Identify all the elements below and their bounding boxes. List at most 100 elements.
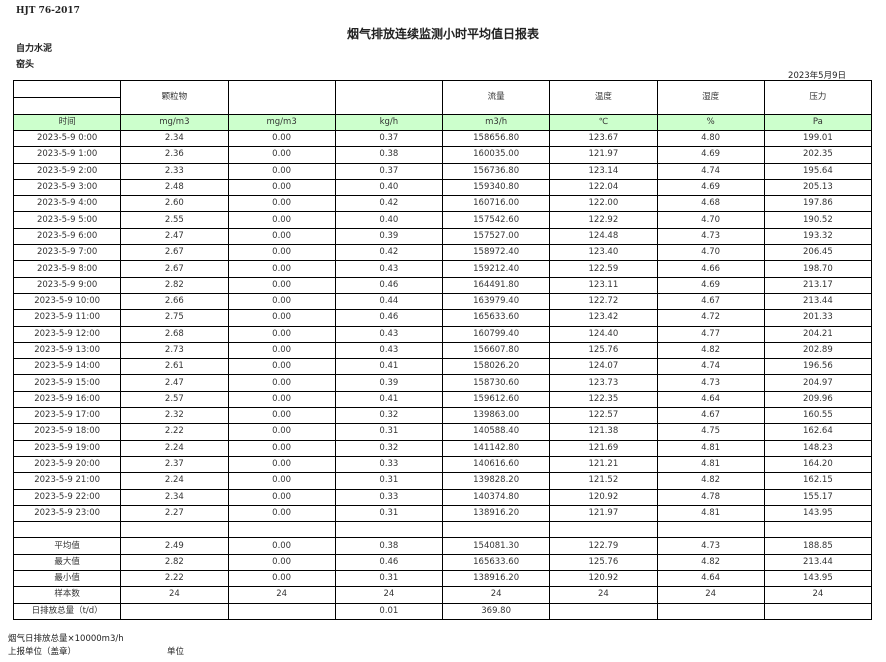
- monitoring-unit: 窑头: [16, 60, 35, 70]
- table-cell: [120, 521, 229, 539]
- company-name: 自力水泥: [16, 44, 53, 54]
- table-cell: 121.97: [549, 504, 658, 523]
- table-cell: 颗粒物: [120, 80, 229, 115]
- table-cell: 2023-5-9 19:00: [12, 439, 122, 457]
- table-cell: 24: [120, 586, 229, 604]
- table-cell: 204.97: [763, 374, 873, 392]
- table-cell: 2.47: [120, 374, 229, 392]
- table-cell: 125.76: [549, 341, 658, 360]
- table-cell: 0.46: [334, 309, 444, 327]
- summary-row: 日排放总量（t/d） 0.01 369.80: [12, 602, 873, 620]
- table-cell: 143.95: [763, 570, 873, 588]
- table-cell: 2023-5-9 21:00: [12, 472, 122, 490]
- table-cell: 0.32: [334, 439, 444, 457]
- table-cell: 日排放总量（t/d）: [12, 602, 122, 620]
- table-row: 2023-5-9 20:00 2.37 0.00 0.33 140616.60 121.2…: [12, 455, 873, 474]
- table-cell: [12, 80, 122, 115]
- table-cell: 0.39: [334, 227, 444, 246]
- table-cell: 温度: [549, 80, 658, 115]
- table-row: 2023-5-9 15:00 2.47 0.00 0.39 158730.60 123.7…: [12, 374, 873, 392]
- table-cell: 0.00: [227, 358, 336, 376]
- table-cell: [334, 80, 444, 115]
- table-row: 2023-5-9 21:00 2.24 0.00 0.31 139828.20 121.5…: [12, 472, 873, 490]
- table-cell: 2023-5-9 1:00: [12, 146, 122, 164]
- table-cell: %: [656, 114, 765, 131]
- table-cell: 2.34: [120, 129, 229, 148]
- table-cell: 156607.80: [441, 341, 551, 360]
- table-cell: [227, 80, 336, 115]
- table-cell: 0.31: [334, 570, 444, 588]
- table-cell: 0.46: [334, 276, 444, 294]
- table-cell: 2.75: [120, 309, 229, 327]
- table-cell: [763, 521, 873, 539]
- table-cell: 湿度: [656, 80, 765, 115]
- table-cell: 2.22: [120, 570, 229, 588]
- table-cell: 121.52: [549, 472, 658, 490]
- table-cell: 122.35: [549, 390, 658, 409]
- table-cell: [656, 602, 765, 620]
- table-cell: 138916.20: [441, 570, 551, 588]
- table-cell: 159612.60: [441, 390, 551, 409]
- table-cell: 0.00: [227, 309, 336, 327]
- table-cell: 213.44: [763, 553, 873, 572]
- table-row: 2023-5-9 3:00 2.48 0.00 0.40 159340.80 122.04…: [12, 178, 873, 197]
- table-cell: 4.74: [656, 162, 765, 180]
- table-cell: 213.44: [763, 292, 873, 311]
- table-cell: 122.59: [549, 260, 658, 278]
- table-cell: 24: [441, 586, 551, 604]
- table-cell: 4.69: [656, 178, 765, 197]
- table-cell: 0.38: [334, 537, 444, 555]
- table-cell: 123.11: [549, 276, 658, 294]
- table-cell: 0.33: [334, 455, 444, 474]
- table-cell: 24: [227, 586, 336, 604]
- table-cell: 0.00: [227, 374, 336, 392]
- table-cell: 4.75: [656, 423, 765, 441]
- table-row: 2023-5-9 4:00 2.60 0.00 0.42 160716.00 122.00…: [12, 195, 873, 213]
- table-cell: 165633.60: [441, 553, 551, 572]
- table-cell: 24: [549, 586, 658, 604]
- footer-unit-label: 单位: [167, 647, 185, 657]
- table-cell: 2.22: [120, 423, 229, 441]
- report-table: 颗粒物 流量 温度 湿度 压力 时间 mg/m3 mg/m3 kg/h m3/h ℃% Pa 2023-…: [12, 80, 873, 620]
- table-cell: [334, 521, 444, 539]
- table-cell: Pa: [763, 114, 873, 131]
- table-cell: 164.20: [763, 455, 873, 474]
- table-cell: 4.73: [656, 537, 765, 555]
- table-cell: 0.42: [334, 195, 444, 213]
- table-cell: 2.82: [120, 276, 229, 294]
- table-cell: 0.31: [334, 472, 444, 490]
- table-cell: 0.00: [227, 178, 336, 197]
- table-cell: 124.48: [549, 227, 658, 246]
- table-cell: mg/m3: [227, 114, 336, 131]
- table-cell: 197.86: [763, 195, 873, 213]
- table-cell: 139828.20: [441, 472, 551, 490]
- table-cell: 0.00: [227, 488, 336, 506]
- table-cell: 0.41: [334, 358, 444, 376]
- table-cell: 158730.60: [441, 374, 551, 392]
- table-cell: 2.60: [120, 195, 229, 213]
- table-cell: 154081.30: [441, 537, 551, 555]
- table-row: 2023-5-9 23:00 2.27 0.00 0.31 138916.20 121.9…: [12, 504, 873, 523]
- table-row: 2023-5-9 16:00 2.57 0.00 0.41 159612.60 122.3…: [12, 390, 873, 409]
- table-row: 2023-5-9 22:00 2.34 0.00 0.33 140374.80 120.9…: [12, 488, 873, 506]
- table-row: 2023-5-9 8:00 2.67 0.00 0.43 159212.40 122.59…: [12, 260, 873, 278]
- table-cell: 4.70: [656, 244, 765, 262]
- table-cell: 121.38: [549, 423, 658, 441]
- table-cell: 0.00: [227, 439, 336, 457]
- table-cell: 123.73: [549, 374, 658, 392]
- table-cell: 0.00: [227, 472, 336, 490]
- summary-row: 样本数 24 24 24 24 24 24 24: [12, 586, 873, 604]
- table-cell: 162.15: [763, 472, 873, 490]
- table-cell: 2023-5-9 5:00: [12, 211, 122, 229]
- table-cell: 155.17: [763, 488, 873, 506]
- table-cell: 165633.60: [441, 309, 551, 327]
- table-cell: 4.81: [656, 455, 765, 474]
- table-cell: [441, 521, 551, 539]
- table-cell: 160.55: [763, 407, 873, 425]
- table-cell: 0.00: [227, 195, 336, 213]
- table-cell: 2.48: [120, 178, 229, 197]
- table-cell: [549, 602, 658, 620]
- table-cell: 0.00: [227, 407, 336, 425]
- table-cell: 0.40: [334, 211, 444, 229]
- table-cell: 2.66: [120, 292, 229, 311]
